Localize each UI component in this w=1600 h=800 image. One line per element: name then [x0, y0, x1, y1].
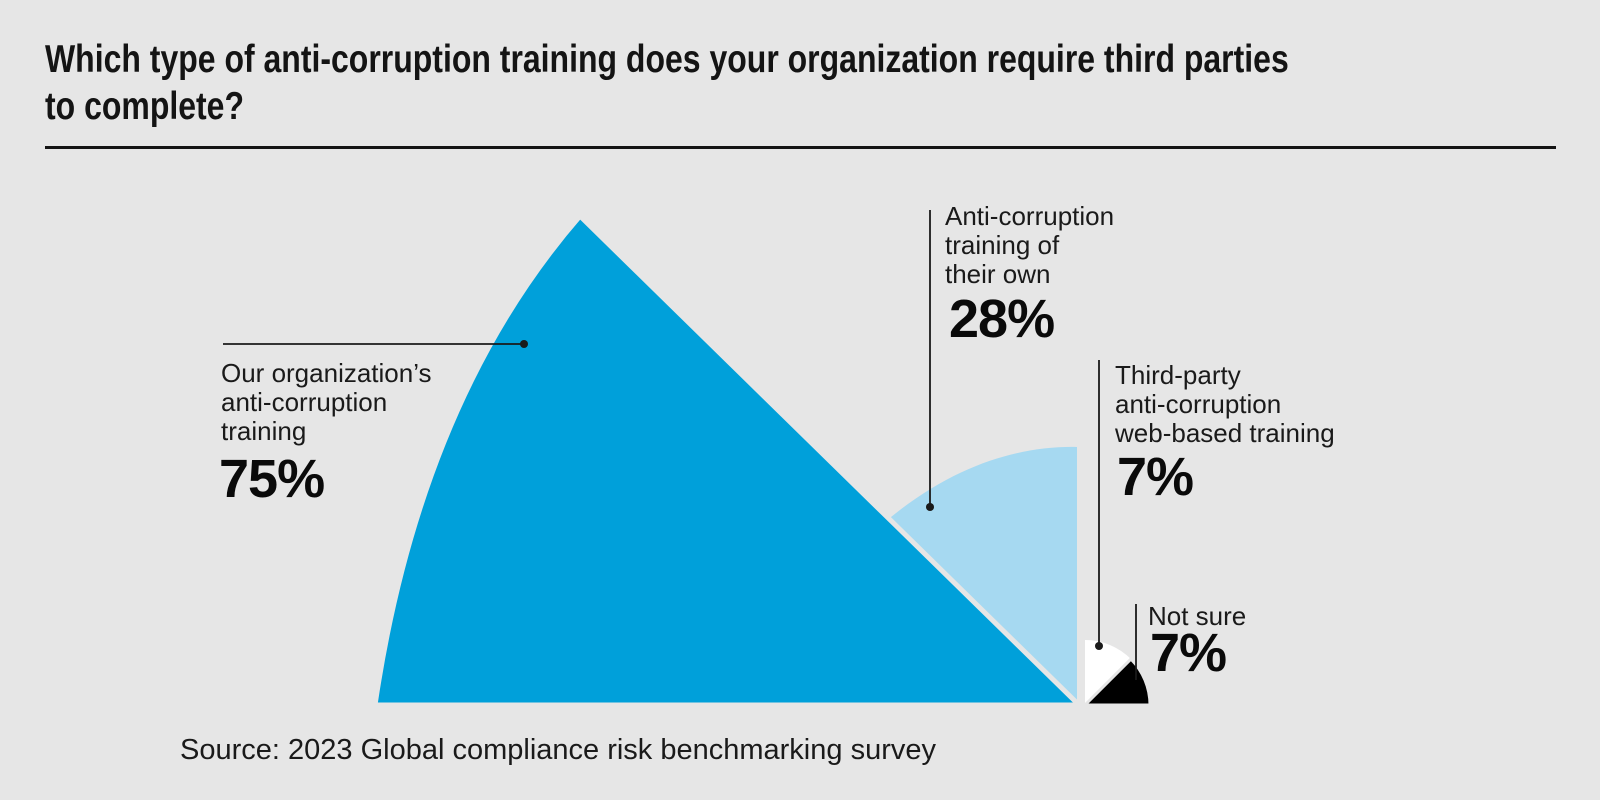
page-title: Which type of anti-corruption training d… — [45, 38, 1289, 128]
value-our-organization-training: 75% — [219, 449, 325, 509]
value-not-sure: 7% — [1150, 623, 1227, 683]
label-training-of-their-own: Anti-corruption training of their own — [945, 201, 1115, 289]
leader-dot-7-web — [1095, 642, 1103, 650]
label-our-organization-training: Our organization’s anti-corruption train… — [221, 358, 432, 446]
leader-dot-75 — [520, 340, 528, 348]
label-not-sure: Not sure — [1148, 601, 1247, 631]
label-third-party-web-based: Third-party anti-corruption web-based tr… — [1115, 360, 1335, 448]
value-third-party-web-based: 7% — [1117, 447, 1194, 507]
segment-7-white-sector — [1085, 640, 1131, 705]
leader-dots — [520, 340, 1103, 650]
source-note: Source: 2023 Global compliance risk benc… — [180, 734, 936, 766]
leader-lines — [223, 210, 1137, 680]
segment-75-blue-sail — [372, 212, 1086, 708]
segment-7-black-sector — [1081, 656, 1152, 707]
title-divider-rule — [45, 146, 1556, 149]
leader-dot-28 — [926, 503, 934, 511]
value-training-of-their-own: 28% — [949, 289, 1055, 349]
